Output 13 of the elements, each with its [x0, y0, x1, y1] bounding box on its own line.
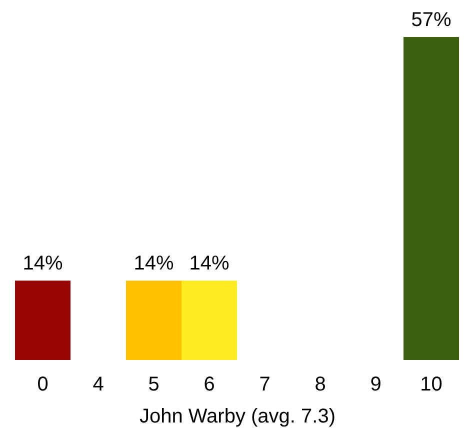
x-axis-title: John Warby (avg. 7.3)	[139, 406, 336, 428]
data-label: 14%	[134, 252, 174, 275]
x-tick-label: 9	[370, 374, 382, 396]
x-tick-label: 10	[420, 374, 442, 396]
x-tick-label: 7	[259, 374, 270, 396]
x-tick-label: 0	[37, 374, 48, 396]
data-label: 14%	[189, 252, 230, 275]
x-tick-label: 8	[314, 374, 326, 396]
data-label: 14%	[22, 252, 63, 275]
data-label: 57%	[411, 9, 452, 31]
x-tick-label: 4	[92, 374, 104, 396]
x-tick-label: 6	[204, 374, 215, 396]
x-tick-label: 5	[148, 374, 160, 396]
